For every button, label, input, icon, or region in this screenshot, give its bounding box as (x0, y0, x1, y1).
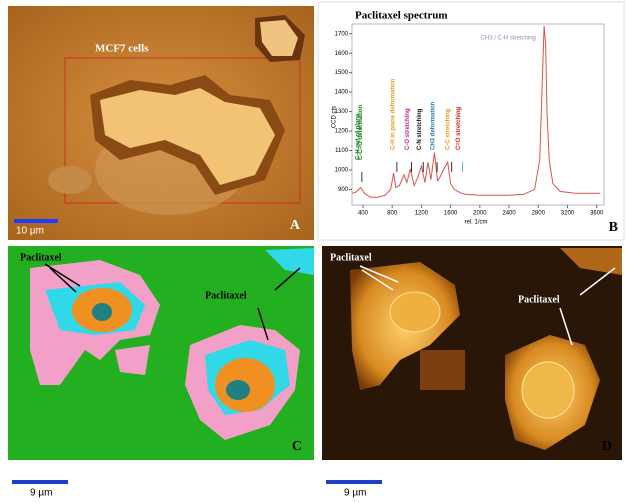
annotation: C-C=O deformation (358, 104, 364, 160)
y-tick-label: 1500 (335, 70, 349, 76)
scale-bar-label: 10 µm (16, 226, 44, 237)
x-tick-label: 2400 (502, 211, 516, 217)
x-axis-label: rel. 1/cm (464, 220, 487, 226)
y-tick-label: 1700 (335, 31, 349, 37)
x-tick-label: 3200 (561, 211, 575, 217)
x-tick-label: 2000 (473, 211, 487, 217)
x-tick-label: 3600 (590, 211, 604, 217)
y-tick-label: 1200 (335, 129, 349, 135)
annotation: CH3 deformation (431, 101, 437, 150)
x-tick-label: 1200 (415, 211, 429, 217)
panel-a: MCF7 cells 10 µm A (8, 6, 314, 240)
x-tick-label: 2800 (532, 211, 546, 217)
x-tick-label: 400 (358, 211, 369, 217)
y-tick-label: 1100 (335, 148, 349, 154)
annotation: C-H in plane deformation (390, 78, 396, 150)
scale-bar-label: 9 µm (30, 488, 52, 498)
panel-label: C (292, 439, 302, 454)
figure: MCF7 cells 10 µm A Paclitaxel spectrum r… (0, 0, 626, 498)
annotation: C-N stretching (417, 108, 423, 150)
annotation: Paclitaxel (330, 252, 372, 263)
annotation: C-O stretching (405, 108, 411, 150)
annotation: Paclitaxel (20, 252, 62, 263)
y-tick-label: 1600 (335, 51, 349, 57)
panel-c: Paclitaxel Paclitaxel C 9 µm (8, 246, 314, 498)
x-tick-label: 800 (387, 211, 398, 217)
y-tick-label: 1300 (335, 109, 349, 115)
annotation: Paclitaxel (205, 290, 247, 301)
y-tick-label: 900 (338, 187, 349, 193)
panel-label: B (609, 220, 618, 235)
panel-label: D (602, 439, 612, 454)
annotation: CH3 / C-H stretching (481, 36, 536, 42)
panel-b: Paclitaxel spectrum rel. 1/cm CCD cts B … (318, 2, 624, 240)
annotation: C=O stretching (456, 106, 462, 150)
panel-d: Paclitaxel Paclitaxel D 9 µm (322, 246, 622, 498)
annotation: MCF7 cells (95, 43, 149, 55)
chart-title: Paclitaxel spectrum (355, 10, 448, 22)
scale-bar-label: 9 µm (344, 488, 366, 498)
y-tick-label: 1000 (335, 168, 349, 174)
x-tick-label: 1600 (444, 211, 458, 217)
annotation: Paclitaxel (518, 294, 560, 305)
annotation: C-C stretching (445, 108, 451, 150)
y-tick-label: 1400 (335, 90, 349, 96)
panel-label: A (290, 218, 301, 233)
